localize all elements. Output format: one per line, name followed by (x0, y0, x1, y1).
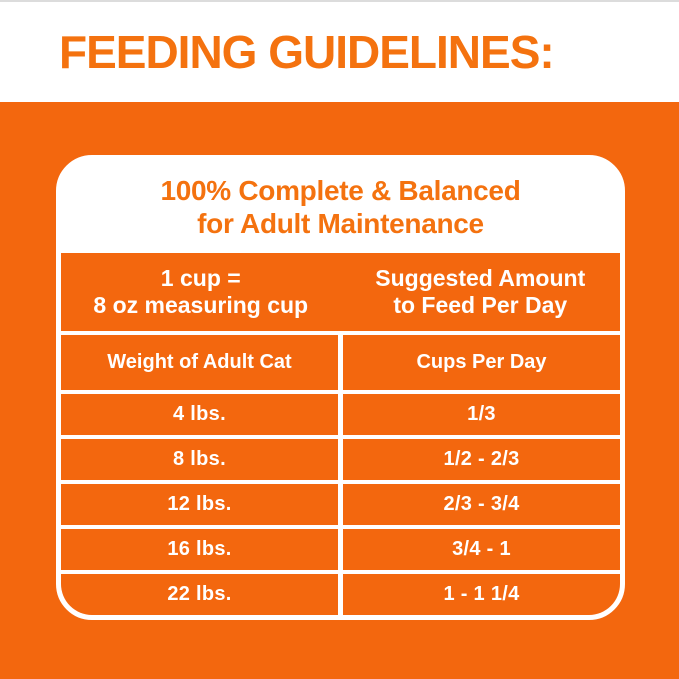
column-header-cups: Cups Per Day (343, 335, 620, 390)
guidelines-card: 100% Complete & Balanced for Adult Maint… (56, 155, 625, 620)
cup-definition: 1 cup = 8 oz measuring cup (61, 253, 341, 331)
cups-cell: 3/4 - 1 (343, 529, 620, 570)
page-title: FEEDING GUIDELINES: (59, 26, 555, 78)
table-row: 16 lbs. 3/4 - 1 (61, 529, 620, 570)
cups-cell: 1/2 - 2/3 (343, 439, 620, 480)
column-header-weight: Weight of Adult Cat (61, 335, 338, 390)
table-row: 22 lbs. 1 - 1 1/4 (61, 574, 620, 615)
suggested-amount-line2: to Feed Per Day (393, 292, 568, 318)
suggested-amount-line1: Suggested Amount (375, 265, 586, 291)
suggested-amount-header: Suggested Amount to Feed Per Day (341, 253, 621, 331)
card-heading: 100% Complete & Balanced for Adult Maint… (61, 160, 620, 253)
weight-cell: 22 lbs. (61, 574, 338, 615)
weight-cell: 12 lbs. (61, 484, 338, 525)
cups-cell: 1 - 1 1/4 (343, 574, 620, 615)
weight-cell: 16 lbs. (61, 529, 338, 570)
cups-cell: 2/3 - 3/4 (343, 484, 620, 525)
cup-definition-line2: 8 oz measuring cup (93, 292, 309, 318)
measure-header-row: 1 cup = 8 oz measuring cup Suggested Amo… (61, 253, 620, 331)
weight-cell: 4 lbs. (61, 394, 338, 435)
cups-cell: 1/3 (343, 394, 620, 435)
card-heading-line1: 100% Complete & Balanced (160, 174, 521, 206)
card-heading-line2: for Adult Maintenance (197, 207, 484, 239)
title-band: FEEDING GUIDELINES: (0, 0, 679, 102)
table-row: 8 lbs. 1/2 - 2/3 (61, 439, 620, 480)
table-row: 4 lbs. 1/3 (61, 394, 620, 435)
weight-cell: 8 lbs. (61, 439, 338, 480)
cup-definition-line1: 1 cup = (160, 265, 241, 291)
column-headers-row: Weight of Adult Cat Cups Per Day (61, 335, 620, 390)
table-row: 12 lbs. 2/3 - 3/4 (61, 484, 620, 525)
